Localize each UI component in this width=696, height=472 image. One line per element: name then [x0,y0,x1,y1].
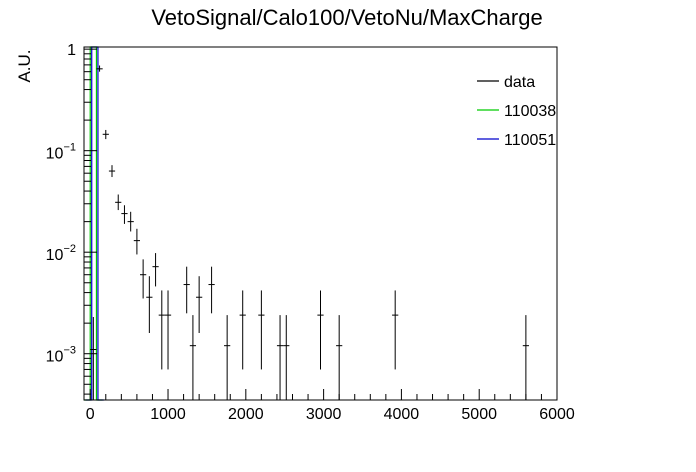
y-axis-label: A.U. [15,49,34,82]
legend-entry: data [477,74,535,91]
legend-label: 110051 [504,132,556,149]
data-point [146,276,153,333]
legend: data 110038 110051 [477,74,556,149]
data-point [152,253,159,287]
x-tick-label: 5000 [461,406,497,423]
data-point [258,290,265,370]
data-point [158,290,165,370]
data-point [164,290,172,370]
legend-label: 110038 [504,103,556,120]
x-tick-label: 1000 [150,406,186,423]
legend-entry: 110038 [477,103,556,120]
y-tick-label: 10−1 [46,142,76,163]
data-point [140,259,147,299]
data-point [283,315,290,400]
x-tick-label: 2000 [228,406,264,423]
data-point [127,211,134,232]
data-point [276,315,284,400]
chart-title: VetoSignal/Calo100/VetoNu/MaxCharge [151,5,542,30]
x-tick-label: 3000 [306,406,342,423]
data-point [115,194,122,211]
data-point [96,65,103,72]
data-point [183,266,190,314]
data-point [90,316,97,400]
data-point [133,228,141,255]
data-point [121,205,128,224]
plot-area [84,46,529,401]
axes: 0 1000 2000 3000 4000 5000 6000 1 10−1 10−2 10−3 [46,42,575,423]
data-point [208,266,215,314]
data-point [196,276,203,333]
legend-label: data [504,74,535,91]
y-tick-label: 10−2 [46,243,76,264]
plot-frame [83,46,558,401]
x-tick-label: 4000 [384,406,420,423]
y-tick-label: 10−3 [46,345,76,366]
series-110051-hist [85,46,105,401]
data-point [239,290,246,370]
data-point [102,129,109,140]
data-point [189,315,197,400]
x-tick-label: 0 [86,406,95,423]
legend-entry: 110051 [477,132,556,149]
y-tick-label: 1 [67,42,76,59]
data-point [336,315,343,400]
x-tick-label: 6000 [539,406,575,423]
data-point [108,165,116,178]
data-point [224,315,231,400]
data-point [522,315,529,400]
data-point [317,290,324,370]
data-point [392,290,399,370]
